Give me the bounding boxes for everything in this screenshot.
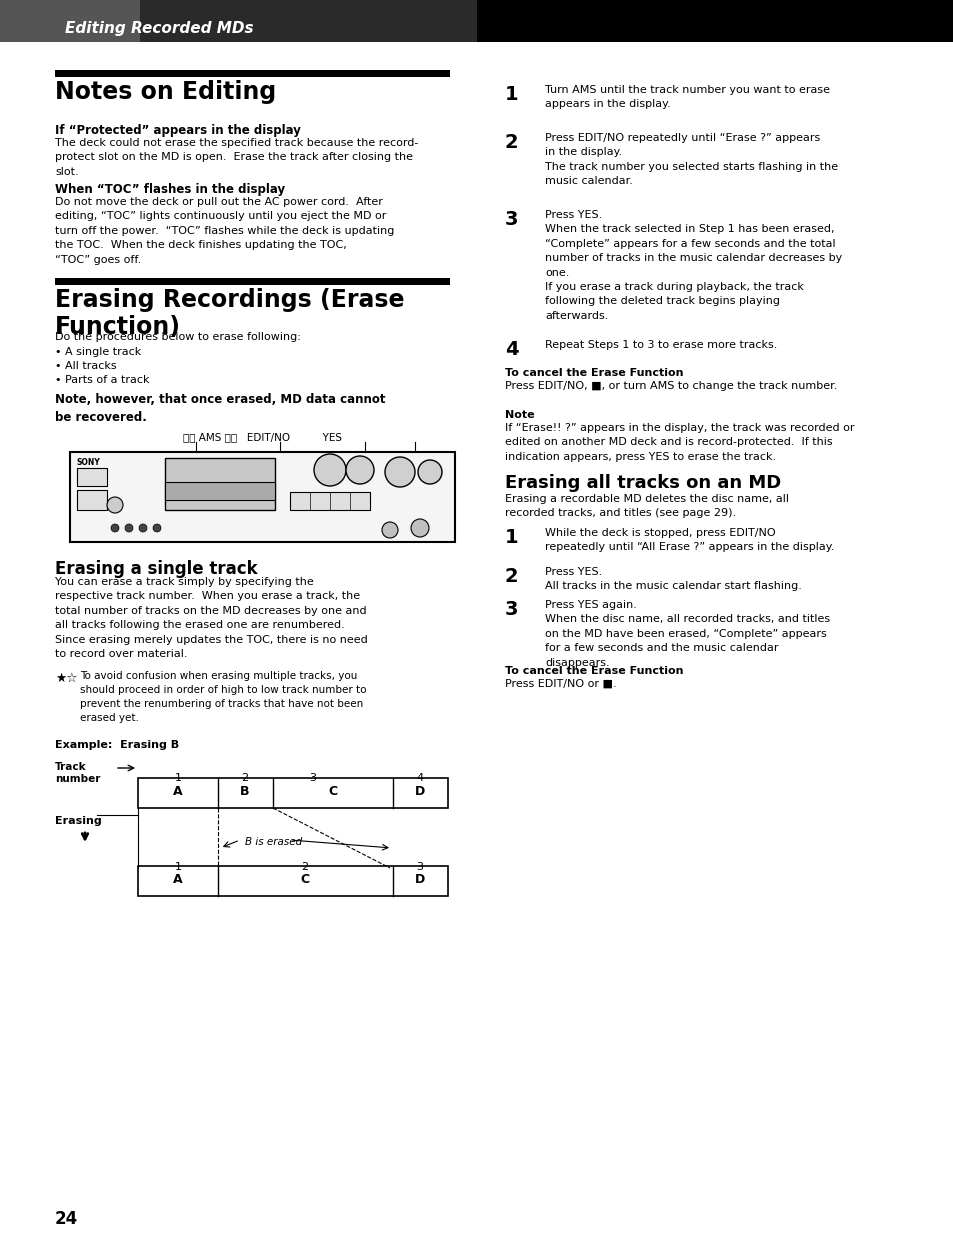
Text: 1: 1 [174,862,181,872]
Text: Notes on Editing: Notes on Editing [55,80,276,104]
Bar [55,277,450,285]
Text: 24: 24 [55,1210,78,1228]
Text: Do not move the deck or pull out the AC power cord.  After
editing, “TOC” lights: Do not move the deck or pull out the AC … [55,197,394,265]
Text: Erasing a single track: Erasing a single track [55,560,257,578]
Text: 2: 2 [504,567,518,586]
Text: C: C [300,873,309,887]
Text: Example:  Erasing B: Example: Erasing B [55,740,179,750]
Text: If “Erase!! ?” appears in the display, the track was recorded or
edited on anoth: If “Erase!! ?” appears in the display, t… [504,423,854,462]
Text: 1: 1 [504,528,518,547]
Text: 3: 3 [309,773,316,783]
Text: 4: 4 [416,773,423,783]
Text: • Parts of a track: • Parts of a track [55,375,150,385]
Text: 2: 2 [504,133,518,152]
Circle shape [111,524,119,531]
Text: Press EDIT/NO, ■, or turn AMS to change the track number.: Press EDIT/NO, ■, or turn AMS to change … [504,381,837,391]
Text: Press EDIT/NO or ■.: Press EDIT/NO or ■. [504,679,616,689]
Circle shape [417,460,441,485]
Bar [0,0,476,42]
Circle shape [107,497,123,513]
Text: ★☆: ★☆ [55,672,77,686]
Text: To cancel the Erase Function: To cancel the Erase Function [504,367,682,379]
Text: 2: 2 [301,862,308,872]
Bar [290,492,370,510]
Text: D: D [415,873,425,887]
Circle shape [385,457,415,487]
Text: C: C [328,785,337,798]
Text: Erasing all tracks on an MD: Erasing all tracks on an MD [504,473,781,492]
Text: 4: 4 [504,340,518,359]
Bar [77,469,107,486]
Text: B is erased: B is erased [245,837,302,847]
Text: Press YES.
All tracks in the music calendar start flashing.: Press YES. All tracks in the music calen… [544,567,801,592]
Text: ⏮⏮ AMS ⏭⏭   EDIT/NO          YES: ⏮⏮ AMS ⏭⏭ EDIT/NO YES [183,432,341,441]
Text: Repeat Steps 1 to 3 to erase more tracks.: Repeat Steps 1 to 3 to erase more tracks… [544,340,777,350]
Circle shape [346,456,374,485]
Circle shape [381,522,397,538]
Text: Press YES.
When the track selected in Step 1 has been erased,
“Complete” appears: Press YES. When the track selected in St… [544,210,841,321]
Text: While the deck is stopped, press EDIT/NO
repeatedly until “All Erase ?” appears : While the deck is stopped, press EDIT/NO… [544,528,834,552]
Bar [77,490,107,510]
Bar [165,457,274,510]
Circle shape [139,524,147,531]
Text: 2: 2 [241,773,249,783]
Text: Erasing: Erasing [55,816,102,826]
Text: Note, however, that once erased, MD data cannot
be recovered.: Note, however, that once erased, MD data… [55,393,385,424]
Text: A: A [173,785,183,798]
Text: 1: 1 [174,773,181,783]
Text: • All tracks: • All tracks [55,361,116,371]
Text: Note: Note [504,411,534,420]
Circle shape [314,454,346,486]
Circle shape [125,524,132,531]
Text: SONY: SONY [77,457,101,467]
Text: When “TOC” flashes in the display: When “TOC” flashes in the display [55,182,285,196]
Text: Turn AMS until the track number you want to erase
appears in the display.: Turn AMS until the track number you want… [544,85,829,110]
Text: • A single track: • A single track [55,346,141,358]
Text: If “Protected” appears in the display: If “Protected” appears in the display [55,125,300,137]
Text: Press EDIT/NO repeatedly until “Erase ?” appears
in the display.
The track numbe: Press EDIT/NO repeatedly until “Erase ?”… [544,133,838,186]
Bar [0,0,140,42]
Text: Press YES again.
When the disc name, all recorded tracks, and titles
on the MD h: Press YES again. When the disc name, all… [544,600,829,667]
Bar [70,453,455,543]
Text: B: B [240,785,250,798]
Text: To cancel the Erase Function: To cancel the Erase Function [504,666,682,676]
Text: Track
number: Track number [55,762,100,784]
Circle shape [152,524,161,531]
Text: The deck could not erase the specified track because the record-
protect slot on: The deck could not erase the specified t… [55,138,418,176]
Bar [55,70,450,76]
Text: Editing Recorded MDs: Editing Recorded MDs [65,21,253,36]
Bar [138,866,448,896]
Text: 3: 3 [504,600,518,619]
Text: To avoid confusion when erasing multiple tracks, you
should proceed in order of : To avoid confusion when erasing multiple… [80,671,366,723]
Text: A: A [173,873,183,887]
Text: 1: 1 [504,85,518,104]
Text: Erasing Recordings (Erase
Function): Erasing Recordings (Erase Function) [55,289,404,339]
Bar [165,482,274,501]
Text: You can erase a track simply by specifying the
respective track number.  When yo: You can erase a track simply by specifyi… [55,577,367,658]
Text: Do the procedures below to erase following:: Do the procedures below to erase followi… [55,332,300,342]
Text: 3: 3 [416,862,423,872]
Bar [476,0,953,42]
Text: 3: 3 [504,210,518,229]
Text: D: D [415,785,425,798]
Circle shape [411,519,429,538]
Bar [138,778,448,808]
Text: Erasing a recordable MD deletes the disc name, all
recorded tracks, and titles (: Erasing a recordable MD deletes the disc… [504,494,788,518]
